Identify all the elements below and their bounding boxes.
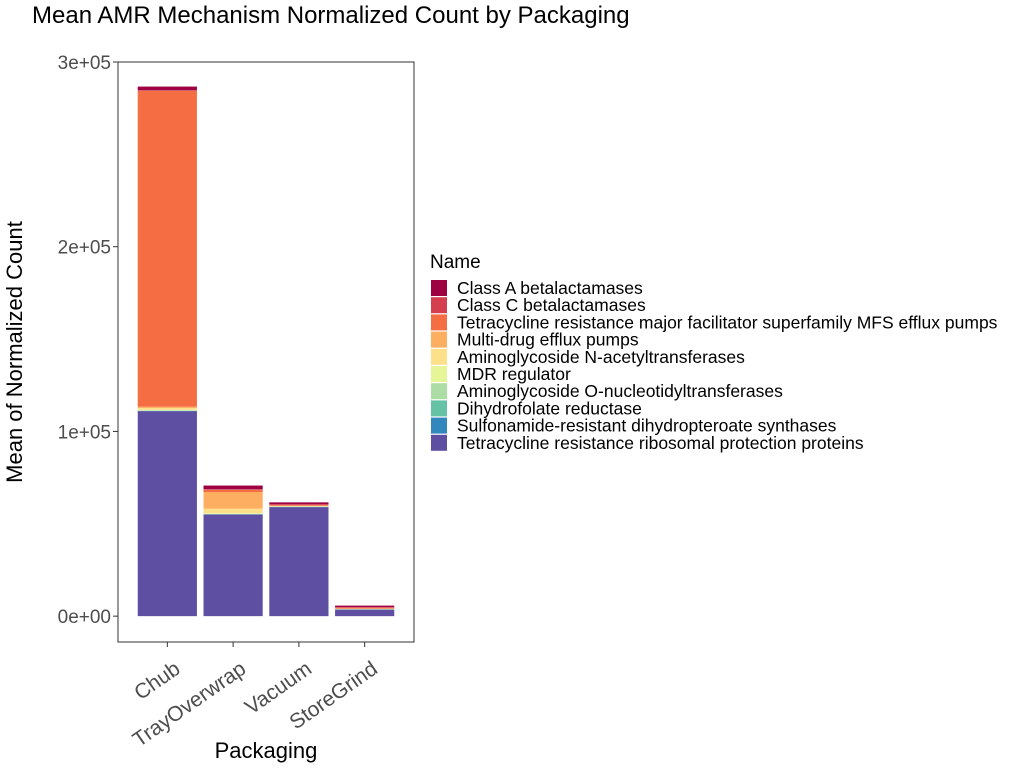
legend-label: MDR regulator	[457, 364, 571, 384]
bar-segment	[335, 605, 395, 608]
bar-segment	[137, 407, 197, 410]
bar-segment	[269, 502, 329, 505]
bar-segment	[137, 411, 197, 617]
bar-segment	[269, 504, 329, 505]
y-tick-label: 3e+05	[58, 53, 111, 74]
legend-swatch	[431, 400, 447, 417]
y-tick-label: 0e+00	[58, 607, 111, 628]
bar-segment	[203, 489, 263, 493]
legend-swatch	[431, 434, 447, 451]
chart-title: Mean AMR Mechanism Normalized Count by P…	[32, 2, 630, 29]
legend-swatch	[431, 331, 447, 348]
bar-segment	[203, 513, 263, 514]
x-tick-label: Chub	[130, 657, 184, 705]
plot-area	[117, 61, 415, 643]
y-axis-title: Mean of Normalized Count	[2, 221, 27, 483]
bar-segment	[203, 485, 263, 490]
y-axis: 0e+00 1e+05 2e+05 3e+05	[58, 53, 118, 628]
legend-swatch	[431, 348, 447, 365]
bar-segment	[335, 609, 395, 617]
legend-swatch	[431, 280, 447, 296]
bars-layer	[137, 86, 395, 617]
legend-label: Sulfonamide-resistant dihydropteroate sy…	[457, 416, 837, 436]
y-tick-label: 1e+05	[58, 422, 111, 443]
legend-label: Dihydrofolate reductase	[457, 398, 642, 418]
legend-swatch	[431, 314, 447, 331]
legend-swatch	[431, 383, 447, 400]
bar-segment	[203, 514, 263, 617]
legend-swatch	[431, 417, 447, 434]
bar-segment	[137, 409, 197, 411]
bar-segment	[203, 492, 263, 509]
legend-label: Class C betalactamases	[457, 295, 646, 315]
bar-segment	[137, 90, 197, 91]
legend-label: Tetracycline resistance ribosomal protec…	[457, 433, 864, 453]
legend-label: Multi-drug efflux pumps	[457, 330, 639, 350]
legend-label: Class A betalactamases	[457, 278, 643, 298]
legend-swatch	[431, 366, 447, 382]
bar-segment	[269, 507, 329, 617]
legend-swatch	[431, 297, 447, 314]
bar-segment	[203, 508, 263, 514]
legend-label: Aminoglycoside O-nucleotidyltransferases	[457, 381, 783, 401]
bar-segment	[137, 86, 197, 91]
bar-segment	[335, 607, 395, 608]
bar-segment	[137, 90, 197, 407]
bar-segment	[335, 607, 395, 609]
bar-segment	[203, 489, 263, 490]
bar-segment	[137, 406, 197, 408]
legend-label: Tetracycline resistance major facilitato…	[457, 312, 998, 332]
legend-title: Name	[430, 252, 481, 273]
y-tick-label: 2e+05	[58, 238, 111, 259]
x-axis-title: Packaging	[215, 738, 318, 763]
plot-border	[117, 61, 415, 643]
bar-segment	[269, 504, 329, 506]
legend-label: Aminoglycoside N-acetyltransferases	[457, 347, 745, 367]
